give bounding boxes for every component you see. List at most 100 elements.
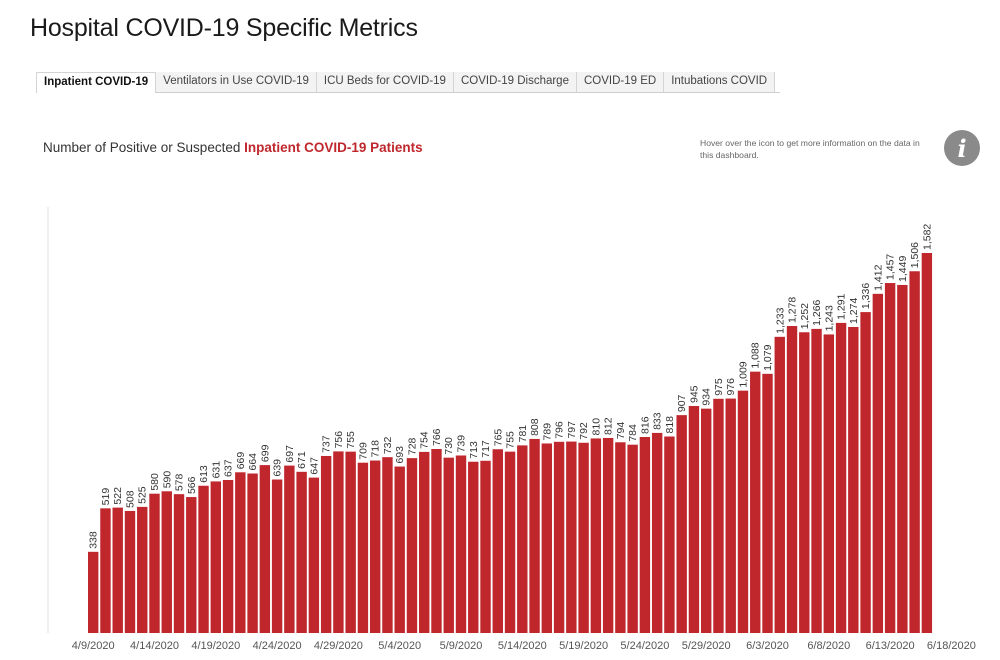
bar[interactable] [247, 473, 258, 633]
bar[interactable] [823, 334, 834, 633]
bar[interactable] [725, 398, 736, 633]
data-label: 669 [235, 452, 247, 470]
bar[interactable] [884, 283, 896, 633]
data-label: 816 [639, 416, 651, 434]
bar[interactable] [222, 479, 234, 633]
bar[interactable] [394, 466, 405, 633]
info-button[interactable]: i [944, 130, 980, 166]
tab-ventilators[interactable]: Ventilators in Use COVID-19 [156, 72, 317, 92]
bar[interactable] [480, 460, 491, 633]
bar[interactable] [492, 449, 503, 633]
bar[interactable] [676, 415, 687, 633]
x-tick-label: 6/3/2020 [746, 640, 789, 652]
x-tick-label: 5/24/2020 [620, 640, 669, 652]
bar[interactable] [284, 465, 295, 633]
bar[interactable] [235, 472, 246, 633]
bar[interactable] [468, 461, 479, 633]
bar[interactable] [860, 312, 871, 633]
x-tick-label: 4/19/2020 [191, 640, 240, 652]
bar[interactable] [259, 465, 271, 633]
bar[interactable] [590, 438, 602, 633]
bar[interactable] [382, 457, 393, 633]
bar[interactable] [541, 443, 553, 633]
bar[interactable] [173, 494, 185, 633]
bar[interactable] [627, 444, 638, 633]
data-label: 338 [88, 531, 100, 549]
data-label: 808 [529, 418, 541, 436]
data-label: 647 [308, 457, 320, 475]
bar[interactable] [897, 284, 908, 633]
tab-intubations[interactable]: Intubations COVID [664, 72, 776, 92]
tab-inpatient-covid[interactable]: Inpatient COVID-19 [36, 72, 157, 93]
tab-bar: Inpatient COVID-19 Ventilators in Use CO… [36, 72, 780, 93]
bar[interactable] [578, 442, 589, 633]
bar[interactable] [124, 510, 136, 633]
data-label: 699 [259, 444, 271, 462]
bar[interactable] [419, 451, 430, 633]
bar[interactable] [651, 432, 663, 633]
bar[interactable] [149, 493, 160, 633]
tab-ed[interactable]: COVID-19 ED [576, 72, 665, 92]
bar[interactable] [872, 293, 884, 633]
bar[interactable] [443, 457, 454, 633]
bar[interactable] [137, 506, 148, 633]
hover-note: Hover over the icon to get more informat… [700, 138, 920, 160]
bar[interactable] [357, 462, 369, 633]
tab-discharge[interactable]: COVID-19 Discharge [453, 72, 577, 92]
bar[interactable] [750, 371, 761, 633]
bar[interactable] [333, 451, 344, 633]
bar[interactable] [566, 441, 577, 633]
data-label: 718 [370, 440, 382, 458]
bar[interactable] [161, 491, 172, 633]
bar[interactable] [345, 451, 356, 633]
bar[interactable] [431, 449, 442, 633]
bar[interactable] [701, 408, 712, 633]
bar[interactable] [210, 481, 221, 633]
x-tick-label: 6/8/2020 [807, 640, 850, 652]
bar[interactable] [186, 497, 197, 633]
bar[interactable] [774, 336, 785, 633]
bar[interactable] [308, 477, 320, 633]
bar[interactable] [504, 451, 516, 633]
bar[interactable] [909, 271, 920, 633]
data-label: 1,457 [885, 254, 897, 280]
bar[interactable] [848, 326, 859, 633]
bar[interactable] [615, 442, 626, 633]
bar[interactable] [271, 479, 283, 633]
bar[interactable] [198, 485, 209, 633]
bar[interactable] [369, 460, 381, 633]
data-label: 664 [247, 453, 259, 471]
bar[interactable] [320, 455, 332, 633]
bar[interactable] [455, 455, 467, 633]
tab-icu-beds[interactable]: ICU Beds for COVID-19 [316, 72, 454, 92]
bar[interactable] [688, 406, 700, 633]
bar[interactable] [835, 322, 847, 633]
bar[interactable] [664, 436, 675, 633]
bar[interactable] [517, 445, 528, 633]
data-label: 728 [406, 437, 418, 455]
bar[interactable] [100, 508, 111, 633]
x-tick-label: 4/9/2020 [72, 640, 115, 652]
bar[interactable] [553, 441, 565, 633]
data-label: 1,079 [762, 344, 774, 370]
data-label: 580 [149, 473, 161, 491]
data-label: 797 [566, 421, 578, 439]
bar[interactable] [602, 437, 614, 633]
bar[interactable] [406, 458, 418, 633]
bar[interactable] [811, 328, 822, 633]
bar[interactable] [639, 436, 651, 633]
bar[interactable] [737, 390, 749, 633]
bar[interactable] [799, 332, 810, 633]
data-label: 1,582 [921, 224, 933, 250]
data-label: 1,336 [860, 283, 872, 309]
bar[interactable] [713, 398, 724, 633]
data-label: 631 [210, 461, 222, 479]
data-label: 907 [676, 394, 688, 412]
bar[interactable] [762, 373, 773, 633]
bar[interactable] [786, 326, 798, 633]
bar[interactable] [88, 551, 99, 633]
bar[interactable] [921, 253, 933, 633]
bar[interactable] [296, 471, 307, 633]
bar[interactable] [529, 438, 540, 633]
bar[interactable] [112, 507, 123, 633]
